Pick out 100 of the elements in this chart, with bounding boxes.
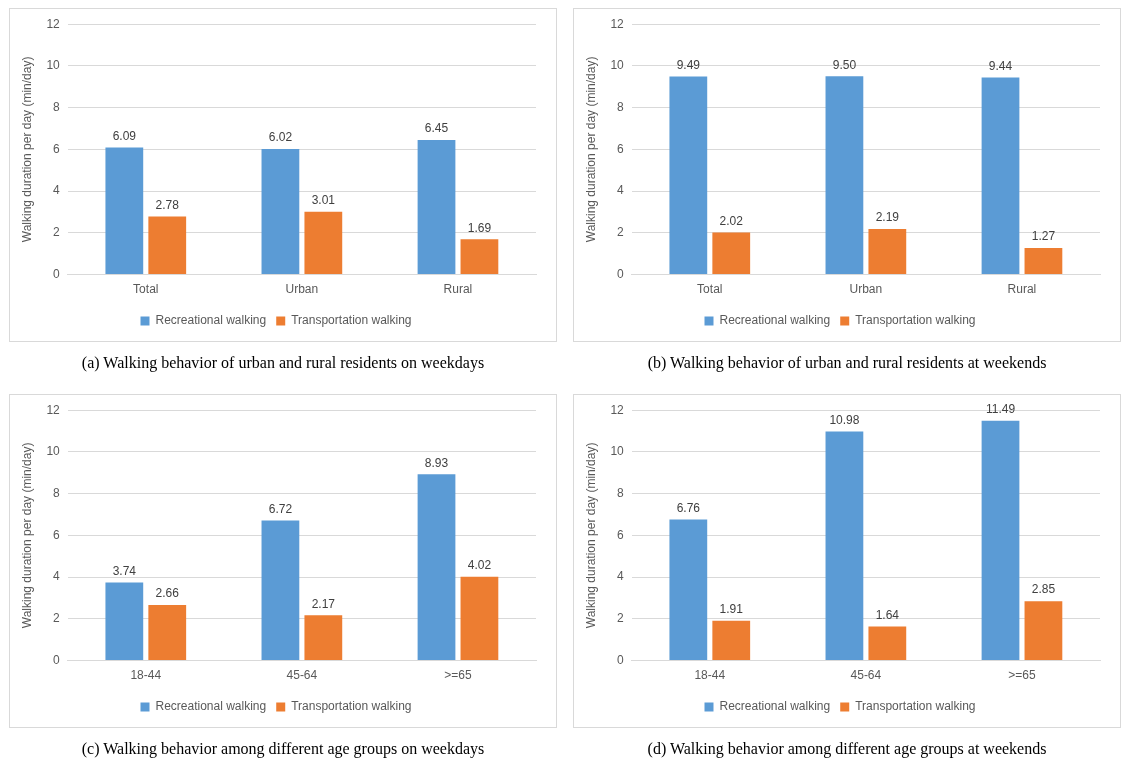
y-axis-title: Walking duration per day (min/day) [19, 56, 34, 243]
bar [1024, 601, 1063, 661]
data-label: 1.64 [875, 607, 900, 622]
data-label: 2.78 [155, 197, 180, 212]
y-tick-label: 10 [610, 444, 625, 459]
y-tick-label: 10 [46, 58, 61, 73]
x-tick-label: Urban [285, 282, 319, 297]
data-label: 6.45 [424, 121, 449, 136]
bar [460, 576, 499, 661]
y-tick-label: 12 [610, 402, 625, 417]
y-tick-label: 12 [46, 402, 61, 417]
y-tick-label: 0 [617, 652, 625, 667]
bar [417, 140, 456, 275]
y-tick-label: 12 [46, 16, 61, 31]
x-tick-label: 18-44 [130, 668, 162, 683]
y-tick-label: 4 [53, 569, 61, 584]
bar [712, 620, 751, 661]
data-label: 4.02 [467, 558, 492, 573]
legend-label: Transportation walking [291, 313, 412, 328]
x-tick-label: Total [133, 282, 159, 297]
bar [261, 148, 300, 275]
data-label: 3.01 [311, 193, 336, 208]
y-tick-label: 0 [617, 266, 625, 281]
y-tick-label: 8 [617, 485, 625, 500]
bar [261, 520, 300, 661]
bar [825, 76, 864, 275]
bar [304, 615, 343, 661]
y-tick-label: 8 [617, 99, 625, 114]
bar [669, 519, 708, 661]
y-tick-label: 10 [610, 58, 625, 73]
text: (d) Walking behavior among different age groups at weekends [647, 740, 1047, 758]
y-tick-label: 4 [617, 183, 625, 198]
x-tick-label: Rural [1007, 282, 1037, 297]
legend-label: Transportation walking [855, 313, 976, 328]
legend-label: Transportation walking [291, 699, 412, 714]
y-axis-title: Walking duration per day (min/day) [583, 442, 598, 629]
legend-label: Recreational walking [155, 699, 267, 714]
bar [105, 582, 144, 661]
x-tick-label: Rural [443, 282, 473, 297]
y-tick-label: 8 [53, 99, 61, 114]
text: (b) Walking behavior of urban and rural residents at weekends [647, 354, 1047, 372]
data-label: 6.76 [676, 500, 701, 515]
legend-label: Recreational walking [155, 313, 267, 328]
y-tick-label: 6 [617, 141, 625, 156]
bar [304, 211, 343, 275]
y-tick-label: 4 [53, 183, 61, 198]
y-tick-label: 0 [53, 652, 61, 667]
data-label: 1.27 [1031, 229, 1056, 244]
bar [868, 228, 907, 275]
x-tick-label: 45-64 [286, 668, 318, 683]
data-label: 3.74 [112, 563, 137, 578]
bar [148, 605, 187, 661]
bar [417, 474, 456, 661]
bar [981, 420, 1020, 661]
y-tick-label: 2 [617, 611, 625, 626]
text: (a) Walking behavior of urban and rural residents on weekdays [81, 354, 485, 372]
y-tick-label: 2 [53, 225, 61, 240]
y-tick-label: 6 [53, 141, 61, 156]
data-label: 1.91 [719, 602, 744, 617]
data-label: 9.44 [988, 58, 1013, 73]
y-axis-title: Walking duration per day (min/day) [19, 442, 34, 629]
y-tick-label: 2 [617, 225, 625, 240]
x-tick-label: >=65 [444, 668, 472, 683]
bar [712, 232, 751, 275]
x-tick-label: 18-44 [694, 668, 726, 683]
data-label: 11.49 [985, 402, 1016, 417]
y-tick-label: 6 [53, 527, 61, 542]
bar [1024, 248, 1063, 275]
y-tick-label: 4 [617, 569, 625, 584]
bar [825, 431, 864, 661]
bar [868, 626, 907, 661]
bar [669, 76, 708, 275]
legend-label: Transportation walking [855, 699, 976, 714]
x-tick-label: 45-64 [850, 668, 882, 683]
data-label: 9.50 [832, 57, 857, 72]
legend-label: Recreational walking [719, 699, 831, 714]
y-tick-label: 2 [53, 611, 61, 626]
bar [981, 77, 1020, 275]
y-tick-label: 0 [53, 266, 61, 281]
data-label: 6.09 [112, 128, 137, 143]
y-tick-label: 10 [46, 444, 61, 459]
bar [148, 216, 187, 275]
text: (c) Walking behavior among different age groups on weekdays [81, 740, 485, 758]
y-tick-label: 8 [53, 485, 61, 500]
y-axis-title: Walking duration per day (min/day) [583, 56, 598, 243]
data-label: 9.49 [676, 57, 701, 72]
data-label: 6.72 [268, 501, 293, 516]
data-label: 2.17 [311, 596, 336, 611]
data-label: 2.85 [1031, 582, 1056, 597]
y-tick-label: 6 [617, 527, 625, 542]
data-label: 2.66 [155, 586, 180, 601]
data-label: 1.69 [467, 220, 492, 235]
data-label: 10.98 [829, 412, 860, 427]
data-label: 8.93 [424, 455, 449, 470]
data-label: 2.02 [719, 213, 744, 228]
bar [460, 239, 499, 275]
y-tick-label: 12 [610, 16, 625, 31]
x-tick-label: Urban [849, 282, 883, 297]
x-tick-label: Total [697, 282, 723, 297]
data-label: 6.02 [268, 130, 293, 145]
